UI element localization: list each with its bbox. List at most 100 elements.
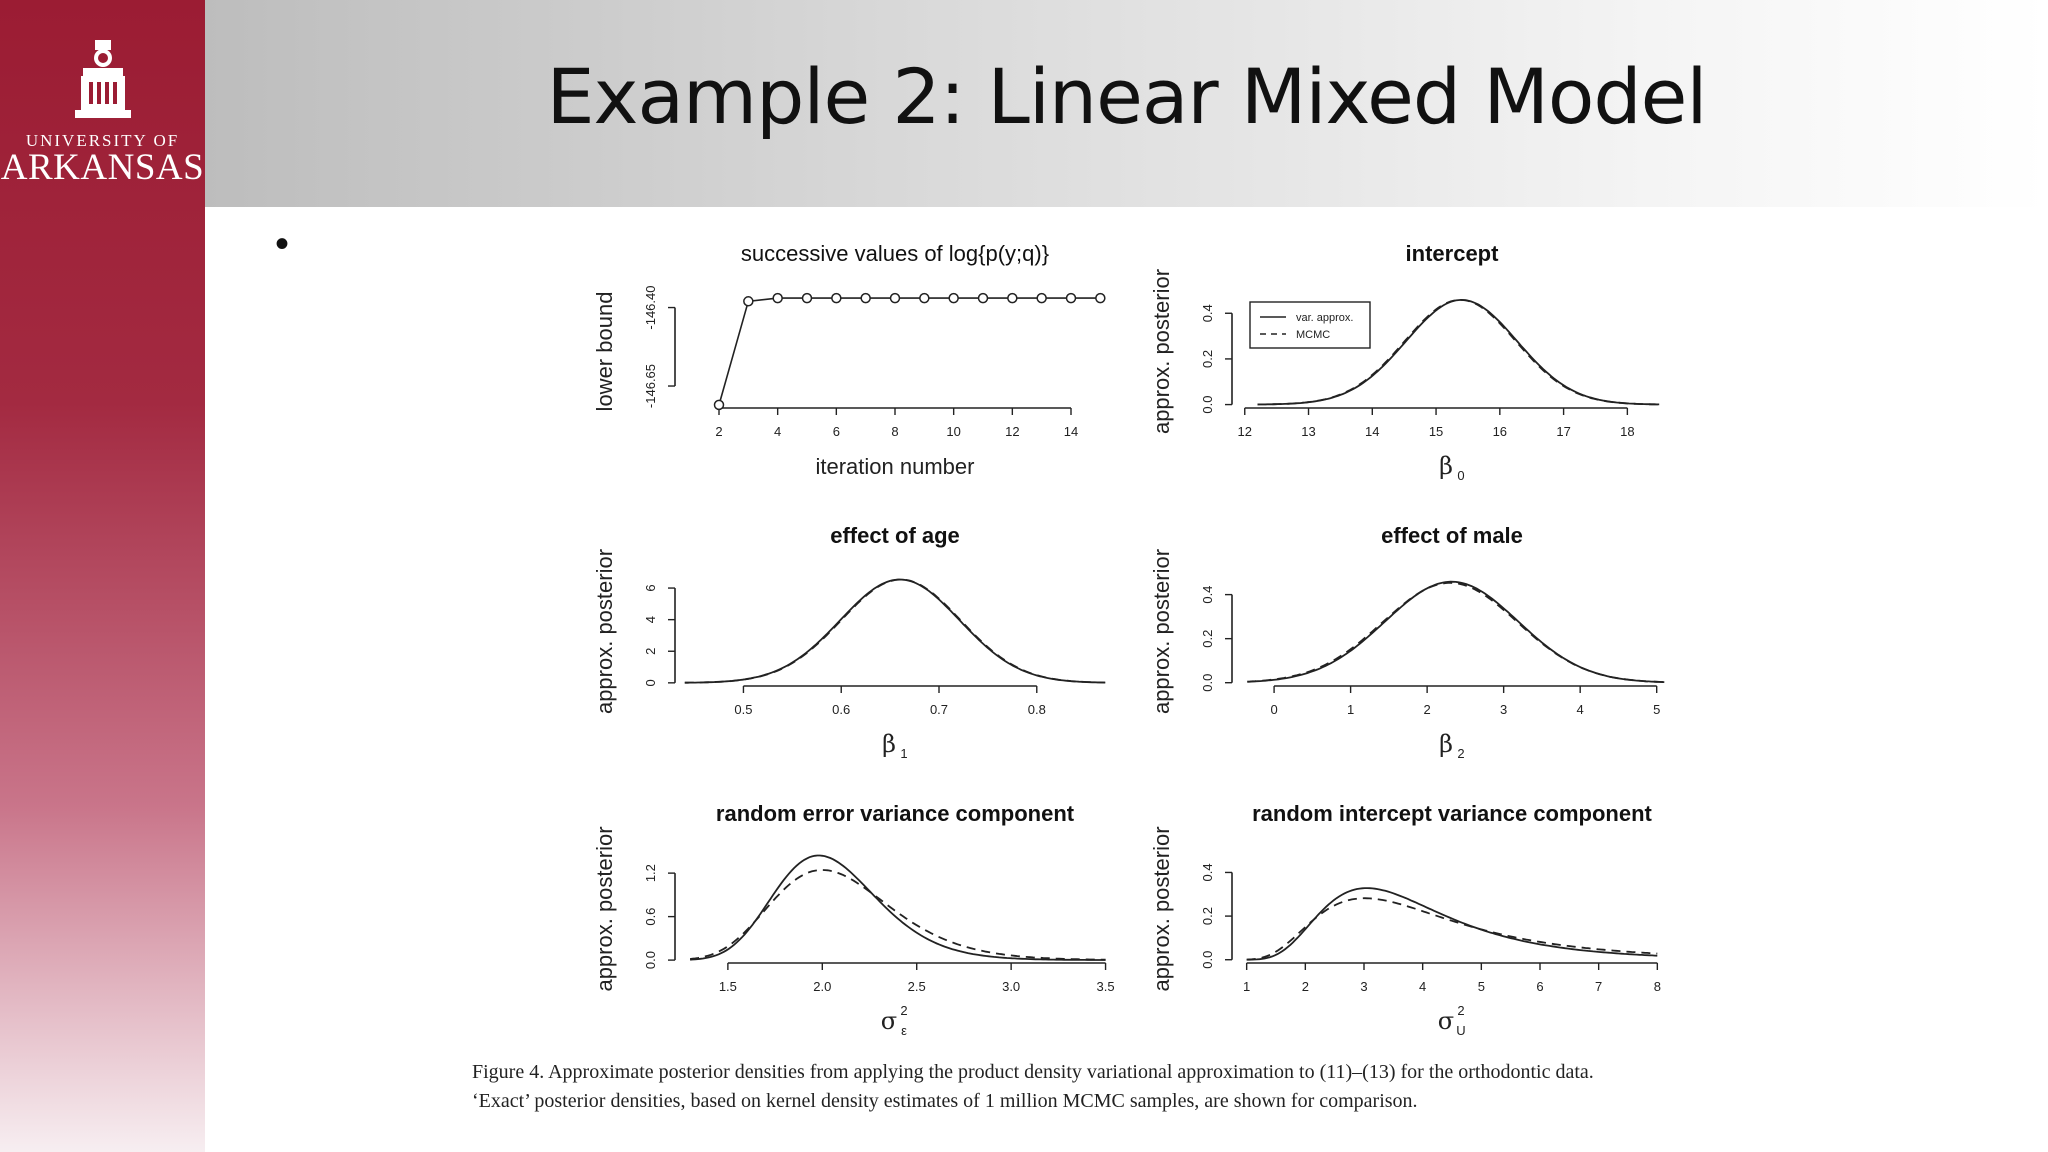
mcmc-density-line: [1246, 897, 1658, 961]
y-tick-label: 4: [643, 616, 658, 623]
lower-bound-point: [1065, 292, 1077, 304]
y-tick-label: 6: [643, 584, 658, 591]
x-axis-superscript: 2: [1457, 1003, 1464, 1018]
chart-panel-1: successive values of log{p(y;q)} 2 4 6 8 10 12…: [592, 241, 1106, 479]
x-tick-label: 13: [1301, 424, 1315, 439]
lower-bound-point: [801, 292, 813, 304]
y-tick-label: 0.0: [643, 951, 658, 969]
logo-line-2: ARKANSAS: [0, 147, 205, 188]
chart-title: effect of male: [1381, 523, 1523, 548]
x-tick-label: 4: [774, 424, 781, 439]
y-tick-label: -146.40: [643, 286, 658, 330]
lower-bound-line: [718, 297, 1101, 406]
variational-density-line: [684, 578, 1106, 684]
x-tick-label: 12: [1238, 424, 1252, 439]
chart-title: successive values of log{p(y;q)}: [741, 241, 1049, 266]
x-tick-label: 0: [1270, 702, 1277, 717]
y-axis-label: approx. posterior: [1149, 826, 1174, 991]
x-axis-subscript: U: [1456, 1023, 1465, 1038]
x-tick-label: 2.0: [813, 979, 831, 994]
title-band: [205, 0, 2048, 207]
chart-legend: var. approx. MCMC: [1249, 301, 1371, 349]
x-tick-label: 0.6: [832, 702, 850, 717]
y-tick-label: -146.65: [643, 364, 658, 408]
lower-bound-point: [772, 292, 783, 304]
x-tick-label: 15: [1429, 424, 1443, 439]
x-tick-label: 4: [1577, 702, 1584, 717]
logo-line-1: UNIVERSITY OF: [25, 131, 180, 150]
university-logo: UNIVERSITY OF ARKANSAS: [0, 38, 205, 188]
x-axis-subscript: 1: [900, 746, 907, 761]
variational-density-line: [1247, 580, 1665, 683]
lower-bound-point: [860, 292, 871, 304]
x-axis-label: iteration number: [816, 454, 975, 479]
y-axis-label: approx. posterior: [592, 826, 617, 991]
x-tick-label: 2: [715, 424, 722, 439]
x-tick-label: 3.0: [1002, 979, 1020, 994]
lower-bound-point: [1036, 292, 1047, 304]
x-tick-label: 6: [1536, 979, 1543, 994]
x-tick-label: 3: [1360, 979, 1367, 994]
x-tick-label: 7: [1595, 979, 1602, 994]
chart-title: random error variance component: [716, 801, 1075, 826]
chart-panel-2: intercept 12 13 14 15 16 17 18 0.0 0.2 0.4 approx. …: [1149, 241, 1660, 483]
x-tick-label: 14: [1365, 424, 1379, 439]
x-axis-symbol: β: [1439, 452, 1453, 480]
lower-bound-point: [948, 292, 959, 304]
lower-bound-point: [1095, 292, 1106, 304]
y-tick-label: 1.2: [643, 864, 658, 882]
y-tick-label: 0.4: [1200, 586, 1215, 604]
lower-bound-point: [743, 296, 754, 307]
chart-panel-4: effect of male 0 1 2 3 4 5 0.0 0.2 0.4 approx. pos…: [1149, 523, 1665, 761]
y-axis-label: approx. posterior: [1149, 549, 1174, 714]
y-tick-label: 0.2: [1200, 630, 1215, 648]
chart-title: effect of age: [830, 523, 960, 548]
y-tick-label: 0.2: [1200, 350, 1215, 368]
variational-density-line: [1246, 887, 1658, 961]
y-tick-label: 0.4: [1200, 863, 1215, 881]
lower-bound-point: [889, 292, 901, 304]
old-main-icon: [74, 40, 131, 118]
x-axis-symbol: σ: [881, 1007, 897, 1035]
x-tick-label: 0.5: [734, 702, 752, 717]
y-tick-label: 0.4: [1200, 304, 1215, 322]
page-title: Example 2: Linear Mixed Model: [546, 52, 1707, 141]
mcmc-density-line: [1247, 582, 1665, 683]
x-axis-symbol: β: [882, 730, 896, 758]
x-axis-subscript: 0: [1457, 468, 1464, 483]
y-tick-label: 0.0: [1200, 951, 1215, 969]
x-tick-label: 5: [1653, 702, 1660, 717]
mcmc-density-line: [1257, 298, 1660, 406]
lower-bound-point: [831, 292, 842, 304]
y-tick-label: 0: [643, 679, 658, 686]
x-tick-label: 18: [1620, 424, 1634, 439]
y-tick-label: 2: [643, 648, 658, 655]
legend-box: [1249, 301, 1371, 349]
legend-entry: MCMC: [1296, 329, 1330, 341]
x-axis-superscript: 2: [900, 1003, 907, 1018]
x-axis-symbol: σ: [1438, 1007, 1454, 1035]
x-tick-label: 0.7: [930, 702, 948, 717]
y-axis-label: approx. posterior: [592, 549, 617, 714]
chart-panel-3: effect of age 0.5 0.6 0.7 0.8 0 2 4 6 approx. pos…: [592, 523, 1106, 761]
lower-bound-point: [977, 292, 989, 304]
lower-bound-point: [1007, 292, 1018, 304]
x-tick-label: 8: [891, 424, 898, 439]
x-tick-label: 2: [1302, 979, 1309, 994]
x-axis-subscript: ε: [901, 1023, 907, 1038]
lower-bound-point: [713, 399, 725, 411]
x-tick-label: 6: [833, 424, 840, 439]
x-tick-label: 3.5: [1097, 979, 1115, 994]
x-tick-label: 1: [1347, 702, 1354, 717]
chart-panel-6: random intercept variance component 1 2 3 4 5…: [1149, 801, 1661, 1038]
caption-line-1: Figure 4. Approximate posterior densitie…: [472, 1061, 1594, 1083]
chart-panel-5: random error variance component 1.5 2.0 2.5…: [592, 801, 1115, 1038]
y-tick-label: 0.0: [1200, 396, 1215, 414]
x-axis-symbol: β: [1439, 730, 1453, 758]
sidebar-band: UNIVERSITY OF ARKANSAS: [0, 0, 205, 1152]
chart-title: random intercept variance component: [1252, 801, 1652, 826]
legend-entry: var. approx.: [1296, 312, 1353, 324]
y-tick-label: 0.2: [1200, 907, 1215, 925]
variational-density-line: [690, 854, 1106, 961]
y-tick-label: 0.6: [643, 908, 658, 926]
